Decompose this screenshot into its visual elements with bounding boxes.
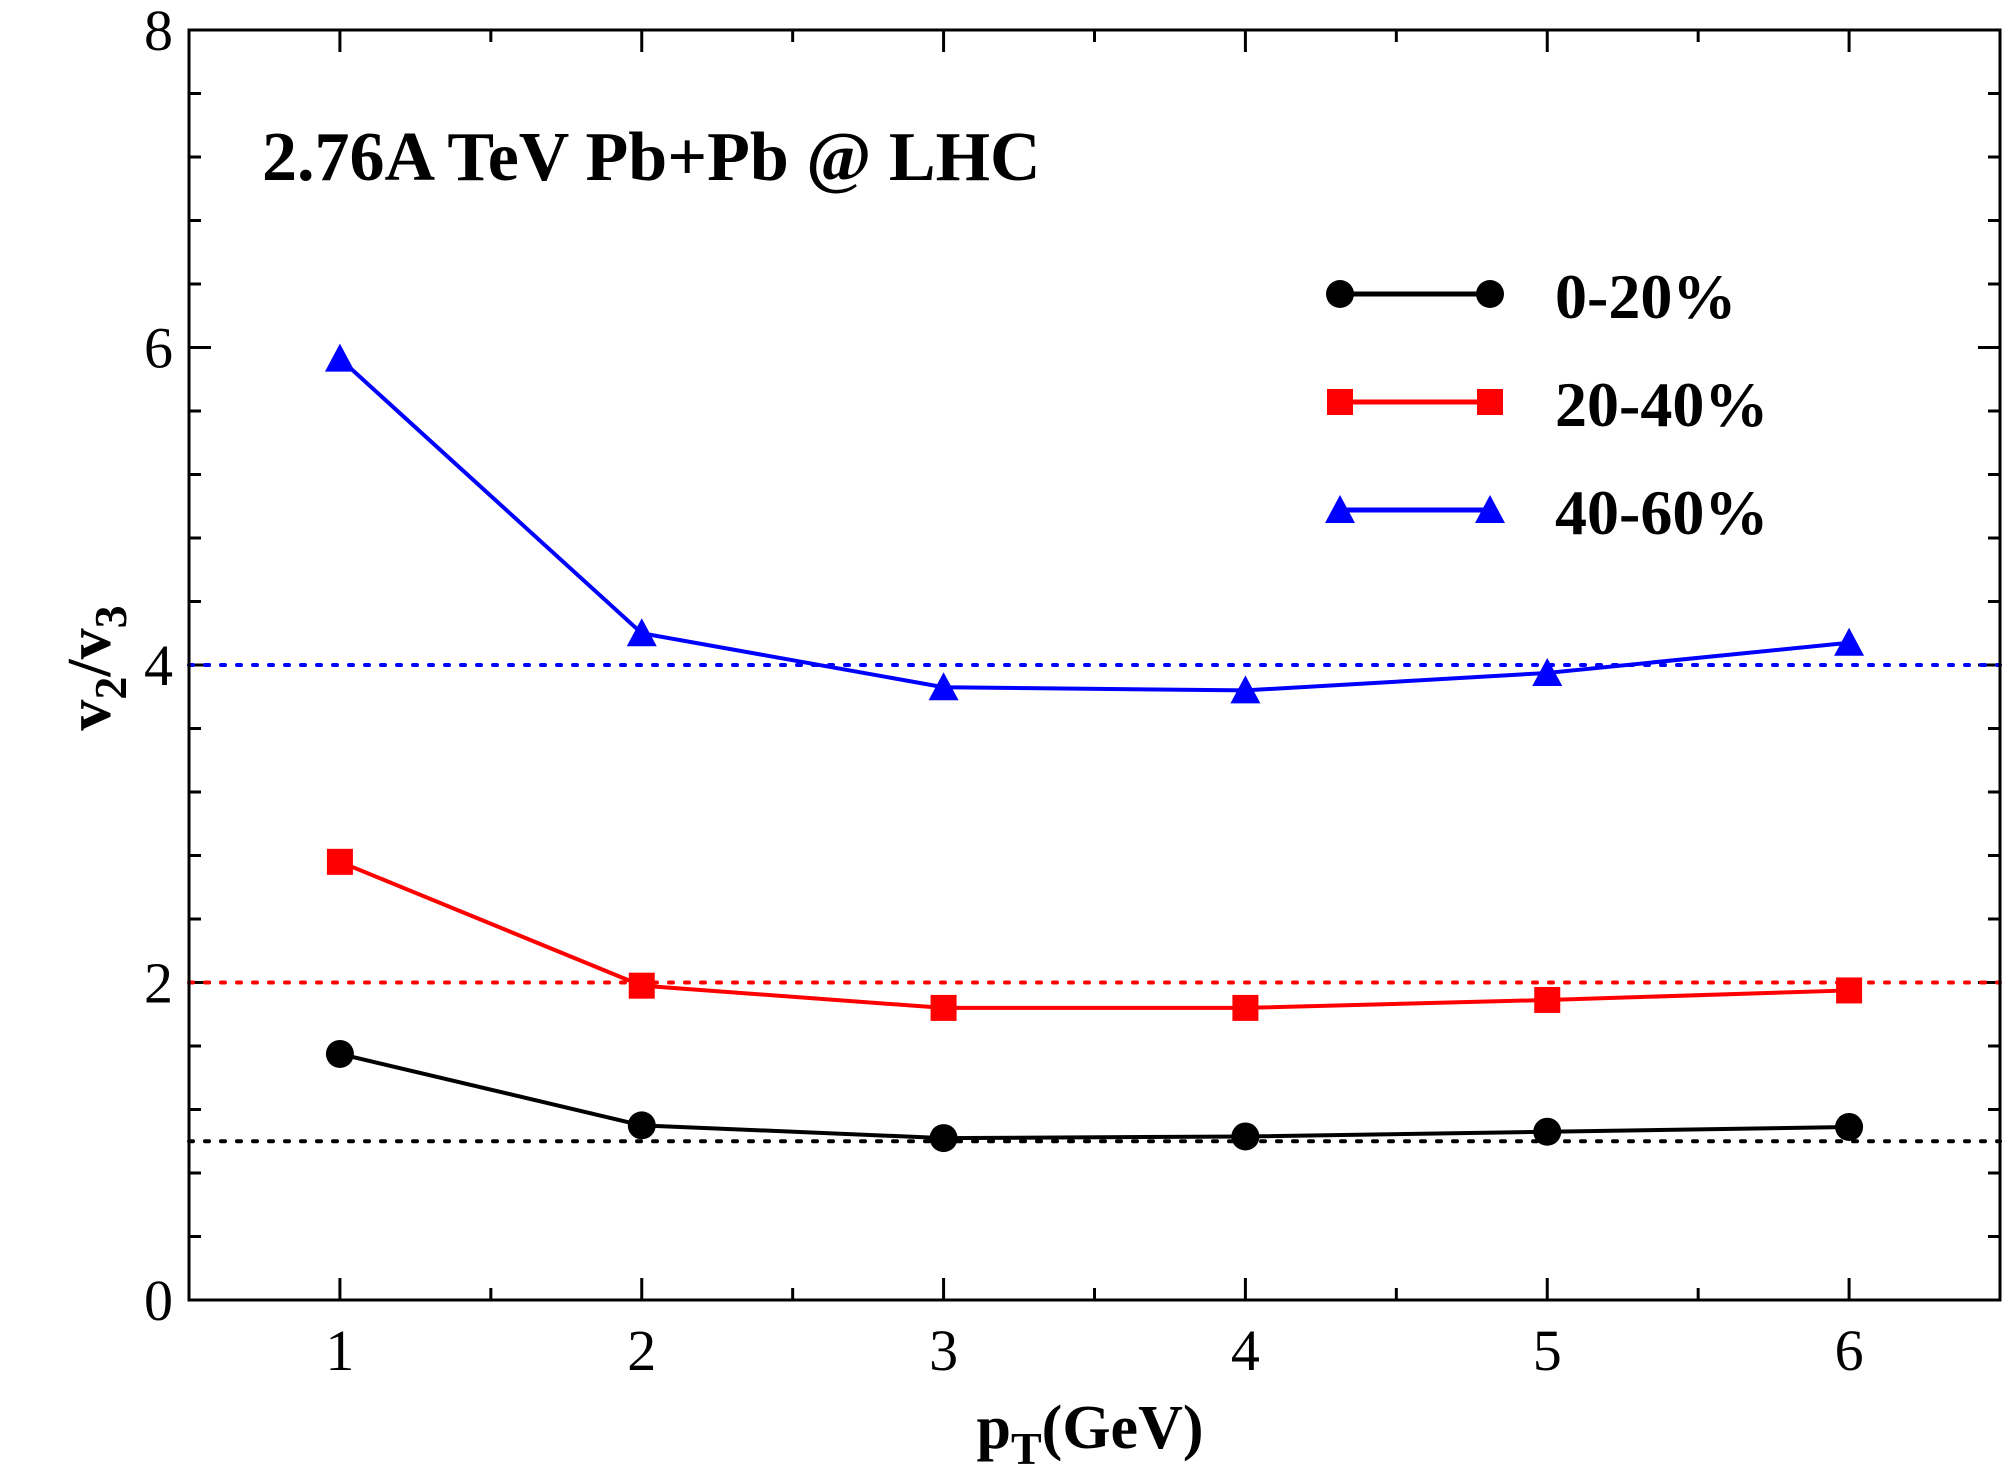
y-tick-label: 6: [144, 316, 173, 381]
data-point-triangle: [1532, 657, 1563, 686]
y-tick-label: 0: [144, 1268, 173, 1333]
x-tick-label: 5: [1533, 1318, 1562, 1383]
data-point-triangle: [1475, 495, 1505, 523]
legend-item: 0-20%: [1326, 261, 1736, 332]
x-tick-label: 3: [929, 1318, 958, 1383]
y-tick-label: 2: [144, 951, 173, 1016]
data-point-circle: [1326, 280, 1354, 308]
data-point-triangle: [928, 672, 959, 701]
data-point-circle: [1835, 1112, 1864, 1141]
series-20-40%: [326, 848, 1863, 1021]
data-point-circle: [929, 1124, 958, 1153]
series-line: [339, 1051, 1850, 1141]
data-point-triangle: [1230, 675, 1261, 704]
data-point-circle: [627, 1111, 656, 1140]
x-tick-label: 6: [1835, 1318, 1864, 1383]
legend-item: 20-40%: [1327, 369, 1768, 440]
legend: 0-20% 20-40% 40-60%: [1325, 261, 1768, 548]
data-series: [324, 343, 1865, 1153]
data-point-circle: [1533, 1117, 1562, 1146]
legend-label: 40-60%: [1555, 477, 1768, 548]
data-point-square: [1327, 389, 1353, 415]
data-point-square: [930, 994, 957, 1021]
data-point-triangle: [1325, 495, 1355, 523]
data-point-triangle: [1834, 627, 1865, 656]
y-axis-label: v2/v3: [56, 605, 136, 730]
legend-label: 20-40%: [1555, 369, 1768, 440]
data-point-triangle: [626, 618, 657, 647]
legend-item: 40-60%: [1325, 477, 1768, 548]
data-point-square: [628, 972, 655, 999]
series-40-60%: [324, 343, 1865, 704]
plot-frame: [187, 28, 2002, 1302]
x-tick-label: 4: [1231, 1318, 1260, 1383]
series-line: [339, 859, 1850, 1010]
data-point-square: [1232, 994, 1259, 1021]
x-axis-label: pT(GeV): [977, 1394, 1204, 1474]
series-line: [338, 357, 1850, 693]
reference-lines: [187, 663, 2002, 1144]
tick-labels: 1 2 3 4 5 6 0 2 4 6 8: [144, 0, 1864, 1383]
data-point-circle: [1476, 280, 1504, 308]
x-tick-label: 1: [325, 1318, 354, 1383]
data-point-triangle: [324, 343, 355, 372]
data-point-square: [1477, 389, 1503, 415]
legend-label: 0-20%: [1555, 261, 1736, 332]
data-point-square: [1836, 977, 1863, 1004]
x-tick-label: 2: [627, 1318, 656, 1383]
series-0-20%: [325, 1039, 1864, 1153]
data-point-square: [1534, 986, 1561, 1013]
y-tick-label: 4: [144, 633, 173, 698]
chart-annotation: 2.76A TeV Pb+Pb @ LHC: [262, 119, 1041, 196]
y-tick-label: 8: [144, 0, 173, 63]
data-point-circle: [325, 1039, 354, 1068]
data-point-square: [326, 848, 353, 875]
data-point-circle: [1231, 1122, 1260, 1151]
